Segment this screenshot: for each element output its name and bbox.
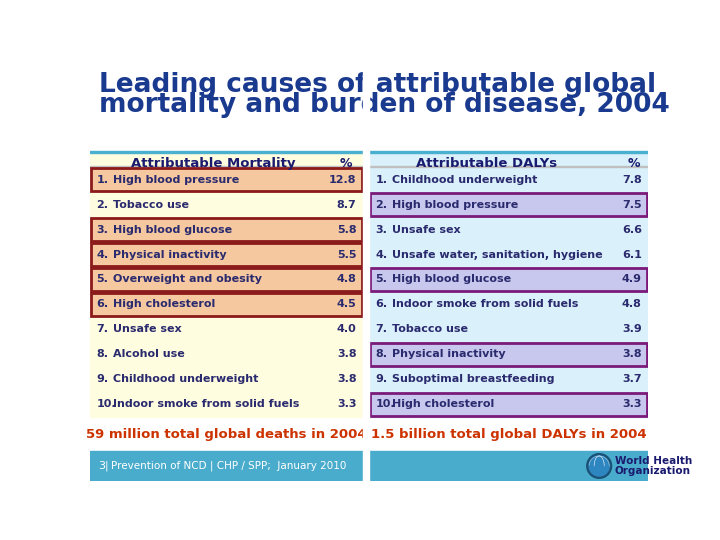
Text: Indoor smoke from solid fuels: Indoor smoke from solid fuels <box>392 299 579 309</box>
Text: Alcohol use: Alcohol use <box>113 349 185 359</box>
Text: Physical inactivity: Physical inactivity <box>113 249 227 260</box>
Text: Childhood underweight: Childhood underweight <box>113 374 258 384</box>
Text: 4.9: 4.9 <box>622 274 642 285</box>
Text: 3.9: 3.9 <box>622 325 642 334</box>
Text: 9.: 9. <box>375 374 387 384</box>
Text: Leading causes of attributable global: Leading causes of attributable global <box>99 72 657 98</box>
Text: 6.: 6. <box>375 299 387 309</box>
Text: World Health: World Health <box>615 456 692 465</box>
Text: Prevention of NCD | CHP / SPP;  January 2010: Prevention of NCD | CHP / SPP; January 2… <box>111 461 346 471</box>
Bar <box>90 451 648 481</box>
Text: |: | <box>104 461 108 471</box>
Text: 4.8: 4.8 <box>622 299 642 309</box>
Text: Physical inactivity: Physical inactivity <box>392 349 506 359</box>
Bar <box>370 193 647 217</box>
Text: 1.: 1. <box>375 174 387 185</box>
Text: 3.3: 3.3 <box>337 399 356 409</box>
Text: %: % <box>340 157 352 170</box>
Text: 59 million total global deaths in 2004: 59 million total global deaths in 2004 <box>86 428 366 441</box>
Text: 3.7: 3.7 <box>622 374 642 384</box>
Bar <box>91 243 362 266</box>
Text: Unsafe sex: Unsafe sex <box>392 225 461 234</box>
Text: 4.5: 4.5 <box>337 299 356 309</box>
Text: High cholesterol: High cholesterol <box>113 299 215 309</box>
Text: 3.8: 3.8 <box>622 349 642 359</box>
Text: Childhood underweight: Childhood underweight <box>392 174 538 185</box>
Bar <box>369 153 648 417</box>
Text: 4.: 4. <box>96 249 108 260</box>
Text: 3: 3 <box>98 461 104 471</box>
Text: 4.8: 4.8 <box>337 274 356 285</box>
Text: 7.: 7. <box>96 325 108 334</box>
Text: %: % <box>628 157 640 170</box>
Text: Attributable DALYs: Attributable DALYs <box>415 157 557 170</box>
Text: Suboptimal breastfeeding: Suboptimal breastfeeding <box>392 374 554 384</box>
Text: 8.: 8. <box>96 349 108 359</box>
Bar <box>91 268 362 291</box>
Bar <box>90 153 363 417</box>
Text: 2.: 2. <box>96 200 108 210</box>
Bar <box>91 293 362 316</box>
Bar <box>91 168 362 191</box>
Bar <box>369 166 648 167</box>
Text: 4.: 4. <box>375 249 387 260</box>
Text: Tobacco use: Tobacco use <box>113 200 189 210</box>
Text: Indoor smoke from solid fuels: Indoor smoke from solid fuels <box>113 399 300 409</box>
Text: 3.: 3. <box>375 225 387 234</box>
Bar <box>90 166 363 167</box>
Text: 1.: 1. <box>96 174 108 185</box>
Text: High blood glucose: High blood glucose <box>113 225 233 234</box>
Text: 9.: 9. <box>96 374 108 384</box>
Text: 12.8: 12.8 <box>329 174 356 185</box>
Text: 5.5: 5.5 <box>337 249 356 260</box>
Text: 7.8: 7.8 <box>622 174 642 185</box>
Text: 5.: 5. <box>96 274 108 285</box>
Circle shape <box>587 454 611 478</box>
Text: Attributable Mortality: Attributable Mortality <box>130 157 295 170</box>
Text: 4.0: 4.0 <box>337 325 356 334</box>
Circle shape <box>589 456 609 476</box>
Text: 8.: 8. <box>375 349 387 359</box>
Bar <box>370 268 647 291</box>
Text: 6.6: 6.6 <box>622 225 642 234</box>
Text: High cholesterol: High cholesterol <box>392 399 495 409</box>
Text: 3.: 3. <box>96 225 108 234</box>
Text: mortality and burden of disease, 2004: mortality and burden of disease, 2004 <box>99 92 670 118</box>
Text: 3.3: 3.3 <box>622 399 642 409</box>
Text: 5.: 5. <box>375 274 387 285</box>
Text: 7.5: 7.5 <box>622 200 642 210</box>
Text: 3.8: 3.8 <box>337 349 356 359</box>
Text: 8.7: 8.7 <box>337 200 356 210</box>
Text: 10.: 10. <box>375 399 395 409</box>
Text: 5.8: 5.8 <box>337 225 356 234</box>
Bar <box>370 393 647 416</box>
Bar <box>363 65 369 481</box>
Text: High blood glucose: High blood glucose <box>392 274 511 285</box>
Text: 1.5 billion total global DALYs in 2004: 1.5 billion total global DALYs in 2004 <box>371 428 647 441</box>
Text: 6.: 6. <box>96 299 108 309</box>
Text: 7.: 7. <box>375 325 387 334</box>
Text: Overweight and obesity: Overweight and obesity <box>113 274 262 285</box>
Text: Organization: Organization <box>615 467 690 476</box>
Bar <box>90 65 648 153</box>
Text: Unsafe sex: Unsafe sex <box>113 325 182 334</box>
Text: High blood pressure: High blood pressure <box>113 174 240 185</box>
Text: Unsafe water, sanitation, hygiene: Unsafe water, sanitation, hygiene <box>392 249 603 260</box>
Text: 2.: 2. <box>375 200 387 210</box>
Text: 3.8: 3.8 <box>337 374 356 384</box>
Text: 6.1: 6.1 <box>622 249 642 260</box>
Bar <box>91 218 362 241</box>
Text: High blood pressure: High blood pressure <box>392 200 518 210</box>
Text: Tobacco use: Tobacco use <box>392 325 468 334</box>
Text: 10.: 10. <box>96 399 116 409</box>
Bar <box>90 151 648 153</box>
Bar <box>370 342 647 366</box>
